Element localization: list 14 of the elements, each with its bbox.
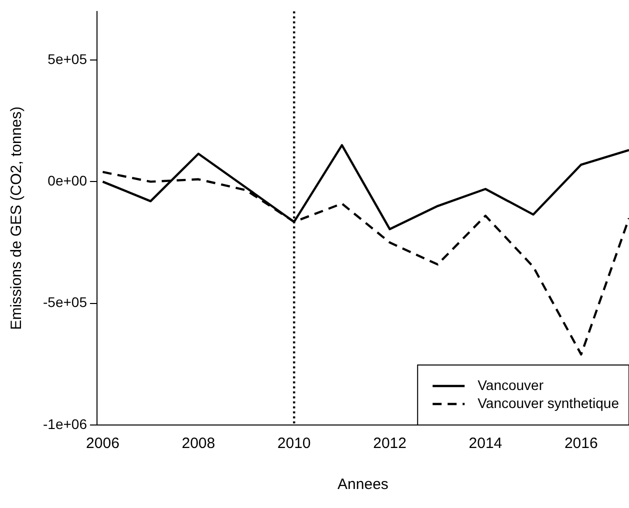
y-tick-label: 0e+00 [48, 172, 88, 189]
x-tick-label: 2006 [86, 435, 120, 452]
legend-label: Vancouver synthetique [478, 394, 620, 411]
legend-label: Vancouver [478, 376, 544, 393]
y-tick-label: 5e+05 [48, 50, 88, 67]
y-tick-label: -5e+05 [43, 294, 88, 310]
x-tick-label: 2014 [468, 435, 502, 452]
x-tick-label: 2010 [277, 435, 311, 452]
y-tick-label: -1e+06 [43, 416, 88, 432]
x-tick-label: 2012 [373, 435, 406, 452]
x-axis-title: Annees [338, 476, 388, 494]
x-tick-label: 2008 [182, 435, 216, 452]
x-tick-label: 2016 [564, 435, 598, 452]
y-axis-title: Emissions de GES (CO2, tonnes) [8, 106, 26, 330]
